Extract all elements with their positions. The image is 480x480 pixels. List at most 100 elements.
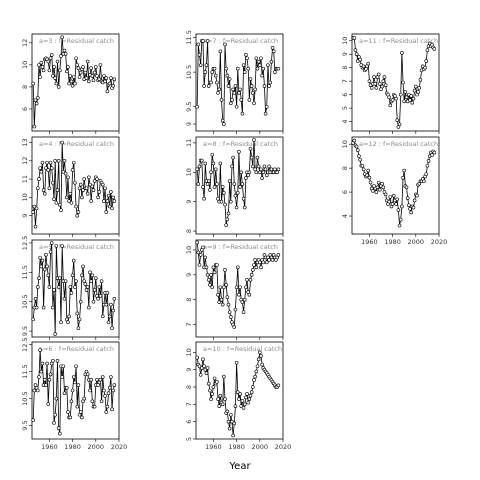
data-point <box>78 410 83 414</box>
data-point <box>196 42 201 47</box>
data-point <box>74 364 78 369</box>
panel-frame <box>351 33 440 132</box>
y-tick-label: 9 <box>185 200 193 204</box>
data-point <box>368 180 373 185</box>
data-point <box>229 199 233 204</box>
data-point <box>70 273 75 278</box>
data-point <box>358 57 362 62</box>
y-tick-label: 10 <box>185 168 193 176</box>
data-point <box>264 173 269 178</box>
y-tick-label: 10.5 <box>21 294 29 308</box>
data-point <box>209 273 213 277</box>
data-point <box>205 273 210 277</box>
data-point <box>205 366 210 370</box>
data-point <box>44 383 48 387</box>
data-point <box>412 88 417 93</box>
data-point <box>104 210 109 214</box>
data-point <box>394 202 398 206</box>
data-point <box>241 310 246 314</box>
data-point <box>227 426 232 431</box>
data-point <box>42 377 47 382</box>
data-point <box>37 63 41 67</box>
data-point <box>32 124 37 129</box>
y-tick-label: 8 <box>185 229 193 233</box>
data-point <box>48 249 53 254</box>
data-point <box>52 65 56 69</box>
data-point <box>380 181 384 186</box>
data-point <box>91 78 96 83</box>
data-point <box>208 388 212 393</box>
panel-frame <box>195 33 284 132</box>
data-point <box>229 315 233 319</box>
data-point <box>94 276 98 281</box>
data-point <box>37 375 41 379</box>
data-point <box>238 185 242 189</box>
data-point <box>218 393 223 398</box>
y-tick-label: 9 <box>185 368 193 372</box>
data-point <box>400 51 404 55</box>
data-point <box>104 76 109 80</box>
data-point <box>227 310 232 314</box>
data-point <box>215 380 219 384</box>
data-point <box>88 270 92 275</box>
data-point <box>223 397 227 401</box>
data-point <box>407 203 411 208</box>
data-point <box>110 326 114 330</box>
panel-title: a=10 : f=Residual catch <box>203 345 282 353</box>
data-point <box>98 377 103 382</box>
data-point <box>238 87 242 92</box>
data-point <box>76 210 81 214</box>
data-point <box>224 66 228 71</box>
data-point <box>203 255 208 260</box>
data-point <box>75 213 80 218</box>
data-point <box>261 260 266 265</box>
y-tick-label: 11 <box>21 175 29 183</box>
data-point <box>409 210 413 215</box>
data-point <box>76 383 81 387</box>
data-point <box>352 36 357 40</box>
data-point <box>264 104 269 109</box>
data-point <box>249 84 254 88</box>
data-point <box>87 79 91 84</box>
data-point <box>103 394 107 398</box>
data-point <box>65 317 69 322</box>
y-tick-label: 8 <box>341 66 349 70</box>
data-point <box>198 373 203 377</box>
data-point <box>31 81 35 86</box>
data-point <box>226 419 231 424</box>
data-point <box>273 167 277 172</box>
data-point <box>241 406 246 410</box>
data-point <box>210 285 215 290</box>
data-point <box>62 391 67 395</box>
data-point <box>266 63 270 67</box>
data-point <box>408 98 412 102</box>
data-point <box>222 122 226 126</box>
data-point <box>56 426 61 431</box>
y-tick-label: 8 <box>21 85 29 89</box>
y-tick-label: 12.5 <box>21 236 29 250</box>
data-point <box>248 277 253 282</box>
data-point <box>226 211 231 216</box>
data-point <box>270 46 275 50</box>
data-point <box>56 285 61 289</box>
data-point <box>270 258 275 262</box>
data-point <box>68 415 73 420</box>
data-point <box>35 388 40 393</box>
data-point <box>251 385 255 389</box>
y-tick-label: 10 <box>341 37 349 45</box>
data-point <box>74 279 78 283</box>
data-point <box>60 140 64 145</box>
data-point <box>235 191 240 195</box>
data-point <box>53 158 58 163</box>
data-point <box>32 204 37 209</box>
data-point <box>254 265 259 270</box>
data-point <box>261 66 266 71</box>
data-point <box>52 288 56 292</box>
data-point <box>232 325 237 329</box>
data-point <box>112 383 117 387</box>
data-point <box>396 208 401 212</box>
data-point <box>411 96 416 101</box>
data-point <box>249 273 254 277</box>
data-point <box>31 418 35 422</box>
